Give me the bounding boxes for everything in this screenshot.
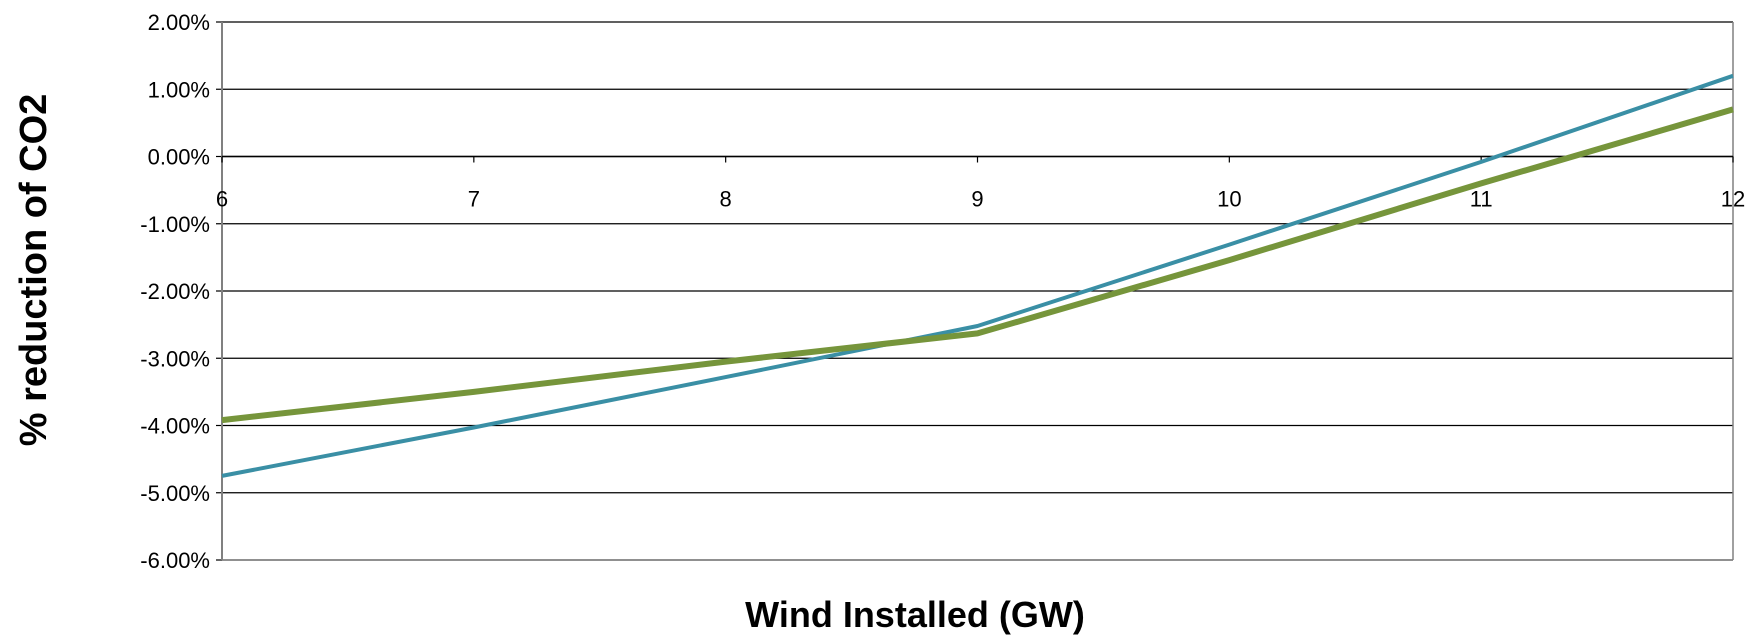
y-tick-label: -1.00% (140, 212, 210, 237)
y-axis-title: % reduction of CO2 (13, 94, 55, 447)
y-tick-label: -6.00% (140, 548, 210, 573)
x-tick-label: 8 (720, 187, 732, 212)
x-tick-labels: 6 7 8 9 10 11 12 (216, 187, 1745, 212)
series-line-2 (221, 106, 1734, 424)
x-tick-label: 6 (216, 187, 228, 212)
series-line-1 (221, 73, 1734, 478)
x-tick-label: 9 (971, 187, 983, 212)
y-tick-label: -2.00% (140, 279, 210, 304)
x-tick-label: 11 (1470, 187, 1493, 212)
y-tick-label: 0.00% (148, 145, 210, 170)
y-tick-label: -5.00% (140, 481, 210, 506)
y-tick-label: -3.00% (140, 346, 210, 371)
y-tick-label: -4.00% (140, 414, 210, 439)
y-tick-label: 2.00% (148, 10, 210, 35)
x-axis-title: Wind Installed (GW) (745, 594, 1085, 635)
x-tick-label: 7 (468, 187, 480, 212)
series-lines (221, 73, 1734, 478)
y-tick-label: 1.00% (148, 77, 210, 102)
y-tick-labels: 2.00% 1.00% 0.00% -1.00% -2.00% -3.00% -4.00% -… (140, 10, 210, 573)
x-tick-label: 10 (1217, 187, 1241, 212)
x-tick-label: 12 (1721, 187, 1745, 212)
